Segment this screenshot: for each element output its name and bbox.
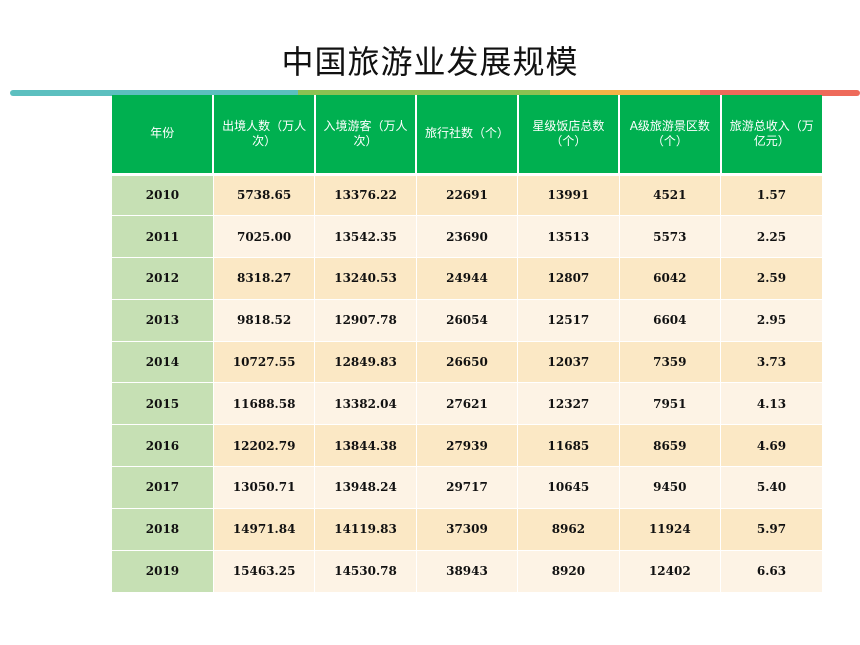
header-star-hotels: 星级饭店总数（个）: [517, 95, 621, 174]
cell-total-tourism-revenue: 1.57: [720, 172, 822, 216]
cell-travel-agencies: 27939: [416, 424, 519, 467]
cell-inbound-tourists: 13376.22: [314, 172, 417, 216]
cell-star-hotels: 10645: [517, 466, 620, 509]
table-row: 2017 13050.71 13948.24 29717 10645 9450 5.40: [112, 466, 822, 509]
cell-total-tourism-revenue: 5.40: [720, 466, 822, 509]
cell-star-hotels: 13991: [517, 172, 620, 216]
cell-travel-agencies: 23690: [416, 215, 519, 258]
header-outbound-travelers: 出境人数（万人次）: [213, 95, 316, 174]
cell-a-level-scenic-spots: 9450: [619, 466, 722, 509]
cell-outbound-travelers: 9818.52: [213, 298, 316, 342]
cell-travel-agencies: 26650: [416, 340, 519, 383]
cell-a-level-scenic-spots: 5573: [619, 215, 722, 258]
cell-inbound-tourists: 13240.53: [314, 257, 417, 300]
cell-outbound-travelers: 12202.79: [213, 424, 316, 467]
cell-inbound-tourists: 13382.04: [314, 382, 417, 425]
cell-outbound-travelers: 10727.55: [213, 340, 316, 383]
cell-year: 2012: [112, 257, 214, 300]
cell-inbound-tourists: 13948.24: [314, 466, 417, 509]
cell-year: 2015: [112, 382, 214, 425]
table-row: 2011 7025.00 13542.35 23690 13513 5573 2.25: [112, 215, 822, 258]
cell-outbound-travelers: 5738.65: [213, 172, 316, 216]
table-header-row: 年份 出境人数（万人次） 入境游客（万人次） 旅行社数（个） 星级饭店总数（个）…: [112, 95, 822, 174]
title-accent-bar: [10, 90, 860, 96]
table-row: 2013 9818.52 12907.78 26054 12517 6604 2.95: [112, 298, 822, 342]
cell-total-tourism-revenue: 3.73: [720, 340, 822, 383]
cell-outbound-travelers: 7025.00: [213, 215, 316, 258]
table-row: 2010 5738.65 13376.22 22691 13991 4521 1.57: [112, 172, 822, 216]
cell-a-level-scenic-spots: 8659: [619, 424, 722, 467]
cell-star-hotels: 12037: [517, 340, 620, 383]
cell-total-tourism-revenue: 6.63: [720, 549, 822, 592]
tourism-data-table: 年份 出境人数（万人次） 入境游客（万人次） 旅行社数（个） 星级饭店总数（个）…: [112, 95, 822, 592]
cell-year: 2014: [112, 340, 214, 383]
cell-inbound-tourists: 12907.78: [314, 298, 417, 342]
cell-inbound-tourists: 13542.35: [314, 215, 417, 258]
accent-segment-teal: [10, 90, 298, 96]
cell-star-hotels: 8920: [517, 549, 620, 592]
cell-inbound-tourists: 12849.83: [314, 340, 417, 383]
accent-segment-red: [700, 90, 860, 96]
header-inbound-tourists: 入境游客（万人次）: [314, 95, 418, 174]
cell-star-hotels: 11685: [517, 424, 620, 467]
cell-star-hotels: 8962: [517, 507, 620, 551]
cell-total-tourism-revenue: 2.59: [720, 257, 822, 300]
cell-star-hotels: 12327: [517, 382, 620, 425]
table-row: 2016 12202.79 13844.38 27939 11685 8659 4.69: [112, 424, 822, 467]
cell-total-tourism-revenue: 4.69: [720, 424, 822, 467]
cell-a-level-scenic-spots: 11924: [619, 507, 722, 551]
header-travel-agencies: 旅行社数（个）: [416, 95, 519, 174]
cell-inbound-tourists: 14530.78: [314, 549, 417, 592]
header-year: 年份: [112, 95, 215, 174]
cell-star-hotels: 12807: [517, 257, 620, 300]
cell-total-tourism-revenue: 2.25: [720, 215, 822, 258]
page-title: 中国旅游业发展规模: [281, 43, 579, 81]
cell-star-hotels: 12517: [517, 298, 620, 342]
cell-year: 2011: [112, 215, 214, 258]
cell-outbound-travelers: 8318.27: [213, 257, 316, 300]
accent-segment-orange: [550, 90, 700, 96]
table-row: 2014 10727.55 12849.83 26650 12037 7359 3.73: [112, 340, 822, 383]
accent-segment-green: [298, 90, 550, 96]
cell-travel-agencies: 38943: [416, 549, 519, 592]
cell-travel-agencies: 26054: [416, 298, 519, 342]
cell-outbound-travelers: 14971.84: [213, 507, 316, 551]
table-body: 2010 5738.65 13376.22 22691 13991 4521 1.57 201…: [112, 172, 822, 592]
cell-travel-agencies: 27621: [416, 382, 519, 425]
cell-a-level-scenic-spots: 4521: [619, 172, 722, 216]
table-row: 2018 14971.84 14119.83 37309 8962 11924 5.97: [112, 507, 822, 551]
cell-a-level-scenic-spots: 6604: [619, 298, 722, 342]
table-row: 2019 15463.25 14530.78 38943 8920 12402 6.63: [112, 549, 822, 592]
table-row: 2012 8318.27 13240.53 24944 12807 6042 2.59: [112, 257, 822, 300]
cell-year: 2019: [112, 549, 214, 592]
cell-outbound-travelers: 13050.71: [213, 466, 316, 509]
cell-year: 2018: [112, 507, 214, 551]
cell-travel-agencies: 22691: [416, 172, 519, 216]
cell-total-tourism-revenue: 4.13: [720, 382, 822, 425]
cell-a-level-scenic-spots: 6042: [619, 257, 722, 300]
cell-travel-agencies: 37309: [416, 507, 519, 551]
cell-inbound-tourists: 14119.83: [314, 507, 417, 551]
cell-star-hotels: 13513: [517, 215, 620, 258]
header-a-level-scenic-spots: A级旅游景区数（个）: [619, 95, 722, 174]
header-total-tourism-revenue: 旅游总收入（万亿元）: [720, 95, 822, 174]
cell-year: 2016: [112, 424, 214, 467]
cell-travel-agencies: 29717: [416, 466, 519, 509]
cell-inbound-tourists: 13844.38: [314, 424, 417, 467]
cell-travel-agencies: 24944: [416, 257, 519, 300]
cell-year: 2013: [112, 298, 214, 342]
cell-a-level-scenic-spots: 7359: [619, 340, 722, 383]
cell-outbound-travelers: 11688.58: [213, 382, 316, 425]
cell-a-level-scenic-spots: 12402: [619, 549, 722, 592]
cell-year: 2010: [112, 172, 214, 216]
cell-total-tourism-revenue: 5.97: [720, 507, 822, 551]
cell-a-level-scenic-spots: 7951: [619, 382, 722, 425]
cell-year: 2017: [112, 466, 214, 509]
table-row: 2015 11688.58 13382.04 27621 12327 7951 4.13: [112, 382, 822, 425]
cell-outbound-travelers: 15463.25: [213, 549, 316, 592]
cell-total-tourism-revenue: 2.95: [720, 298, 822, 342]
